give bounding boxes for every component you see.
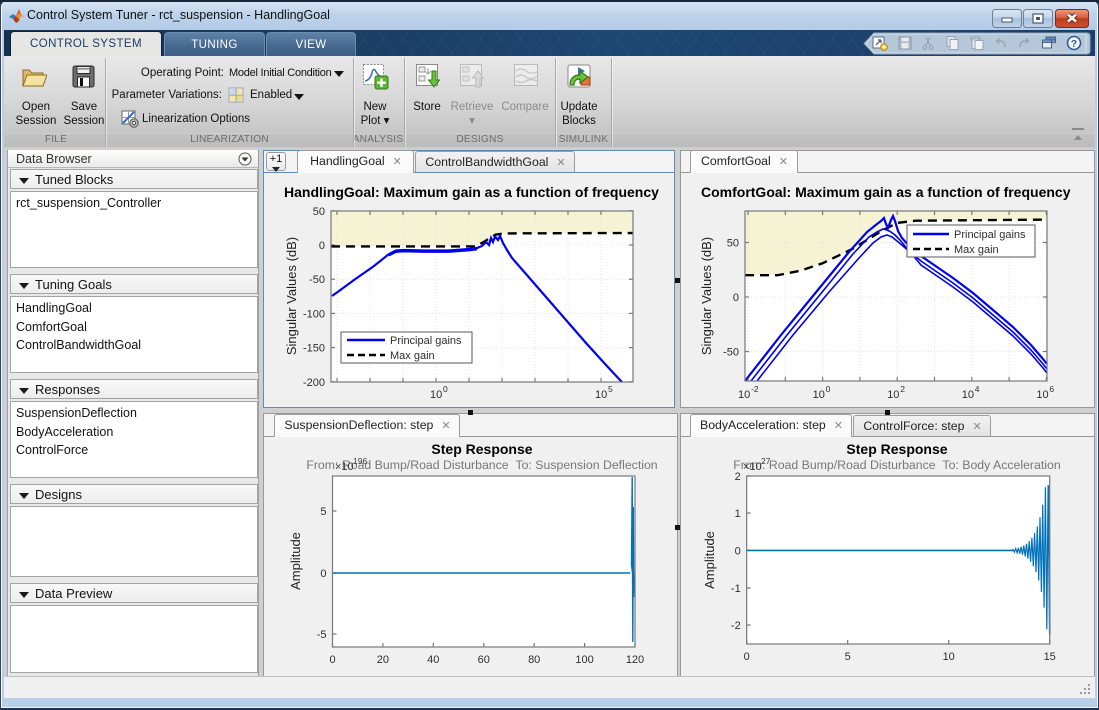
svg-text:From: Road Bump/Road Disturban: From: Road Bump/Road Disturbance To: Sus…: [306, 458, 657, 472]
svg-text:-100: -100: [303, 308, 325, 320]
svg-text:Step Response: Step Response: [846, 441, 947, 457]
svg-text:6: 6: [1049, 384, 1054, 394]
svg-text:-5: -5: [317, 629, 327, 641]
svg-text:-50: -50: [723, 347, 739, 359]
svg-text:50: 50: [727, 238, 739, 250]
svg-text:50: 50: [313, 206, 325, 218]
svg-text:0: 0: [329, 654, 335, 666]
svg-text:0: 0: [744, 651, 750, 663]
svg-text:?: ?: [1071, 38, 1077, 50]
svg-text:-2: -2: [751, 384, 759, 394]
svg-text:×10: ×10: [743, 461, 762, 473]
svg-text:1: 1: [735, 508, 741, 520]
svg-text:ComfortGoal: Maximum gain as a: ComfortGoal: Maximum gain as a function …: [701, 184, 1071, 200]
svg-text:15: 15: [1044, 651, 1056, 663]
svg-text:10: 10: [943, 651, 955, 663]
svg-text:27: 27: [761, 456, 771, 466]
svg-text:Amplitude: Amplitude: [702, 531, 717, 589]
svg-text:HandlingGoal: Maximum gain as: HandlingGoal: Maximum gain as a function…: [284, 184, 659, 200]
svg-text:4: 4: [975, 384, 980, 394]
svg-text:5: 5: [320, 506, 326, 518]
svg-text:20: 20: [377, 654, 389, 666]
svg-text:-1: -1: [731, 583, 741, 595]
svg-text:10: 10: [962, 389, 974, 401]
svg-text:10: 10: [887, 389, 899, 401]
svg-text:120: 120: [626, 654, 644, 666]
svg-text:Amplitude: Amplitude: [288, 532, 303, 590]
svg-text:-2: -2: [731, 620, 741, 632]
svg-text:196: 196: [353, 456, 367, 466]
svg-text:5: 5: [608, 384, 613, 394]
svg-text:×10: ×10: [335, 461, 354, 473]
svg-text:Singular Values (dB): Singular Values (dB): [699, 237, 714, 355]
svg-text:-50: -50: [309, 274, 325, 286]
svg-text:Max gain: Max gain: [954, 244, 999, 256]
svg-text:40: 40: [427, 654, 439, 666]
svg-text:2: 2: [900, 384, 905, 394]
svg-text:10: 10: [813, 389, 825, 401]
svg-text:10: 10: [1036, 389, 1048, 401]
svg-text:Principal gains: Principal gains: [390, 335, 462, 347]
svg-text:0: 0: [320, 568, 326, 580]
svg-text:Principal gains: Principal gains: [954, 229, 1026, 241]
svg-text:From: Road Bump/Road Disturban: From: Road Bump/Road Disturbance To: Bod…: [733, 458, 1061, 472]
svg-text:10: 10: [430, 389, 442, 401]
svg-text:2: 2: [735, 471, 741, 483]
svg-text:Singular Values (dB): Singular Values (dB): [284, 237, 299, 355]
svg-text:-200: -200: [303, 377, 325, 389]
svg-text:60: 60: [478, 654, 490, 666]
svg-text:10: 10: [595, 389, 607, 401]
svg-text:Max gain: Max gain: [390, 350, 435, 362]
svg-text:Step Response: Step Response: [431, 441, 532, 457]
svg-text:10: 10: [738, 389, 750, 401]
svg-text:0: 0: [319, 240, 325, 252]
svg-text:0: 0: [826, 384, 831, 394]
svg-text:0: 0: [443, 384, 448, 394]
svg-text:80: 80: [528, 654, 540, 666]
svg-text:100: 100: [575, 654, 593, 666]
svg-text:0: 0: [733, 292, 739, 304]
svg-text:-150: -150: [303, 343, 325, 355]
svg-text:5: 5: [845, 651, 851, 663]
svg-text:0: 0: [735, 545, 741, 557]
